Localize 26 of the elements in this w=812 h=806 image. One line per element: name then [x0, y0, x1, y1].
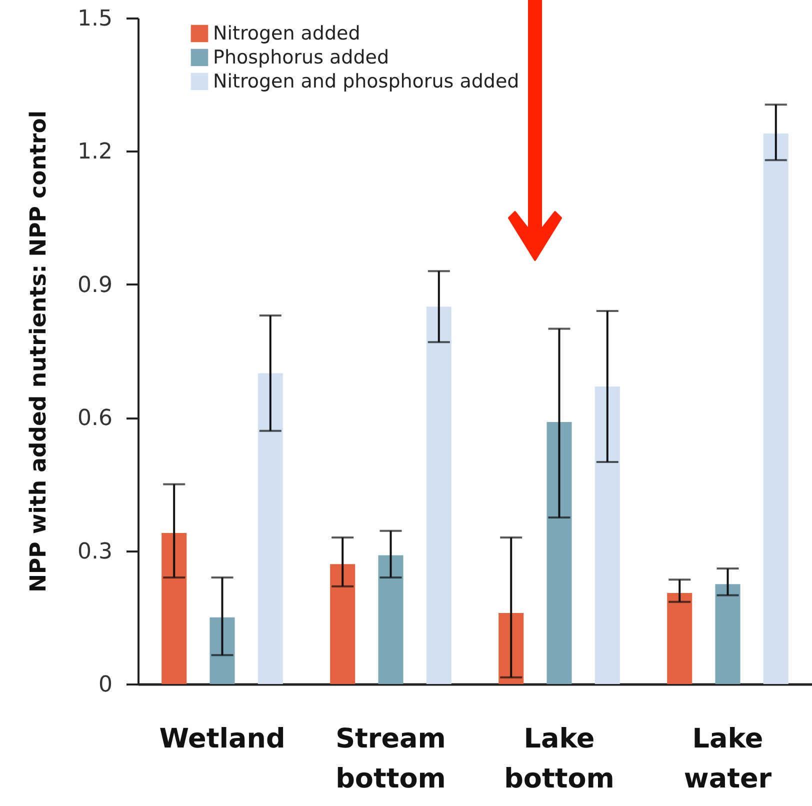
y-tick-label: 0 — [98, 672, 112, 698]
legend-label: Nitrogen and phosphorus added — [213, 70, 520, 92]
x-tick-label: Lake bottom — [504, 724, 614, 794]
y-tick-label: 0.3 — [78, 539, 112, 564]
x-tick-label: Lake water — [684, 724, 772, 794]
y-tick-label: 0.6 — [78, 406, 112, 432]
legend-label: Nitrogen added — [213, 22, 360, 44]
legend-label: Phosphorus added — [213, 46, 390, 68]
bar — [330, 564, 356, 684]
bar — [210, 617, 235, 684]
x-tick-label: Wetland — [159, 724, 286, 754]
bar — [763, 133, 788, 684]
bar — [546, 422, 572, 684]
bar — [258, 373, 283, 684]
bar — [667, 592, 692, 684]
y-axis-title: NPP with added nutrients: NPP control — [26, 110, 52, 592]
bar — [594, 386, 620, 684]
bar — [498, 612, 524, 684]
bar — [426, 306, 452, 684]
bar — [378, 555, 404, 684]
y-tick-label: 1.2 — [78, 140, 112, 165]
bar — [162, 533, 187, 684]
y-tick-label: 1.5 — [78, 6, 112, 32]
y-tick-label: 0.9 — [78, 272, 112, 298]
x-tick-label: Stream bottom — [336, 724, 446, 794]
bar — [715, 584, 740, 684]
